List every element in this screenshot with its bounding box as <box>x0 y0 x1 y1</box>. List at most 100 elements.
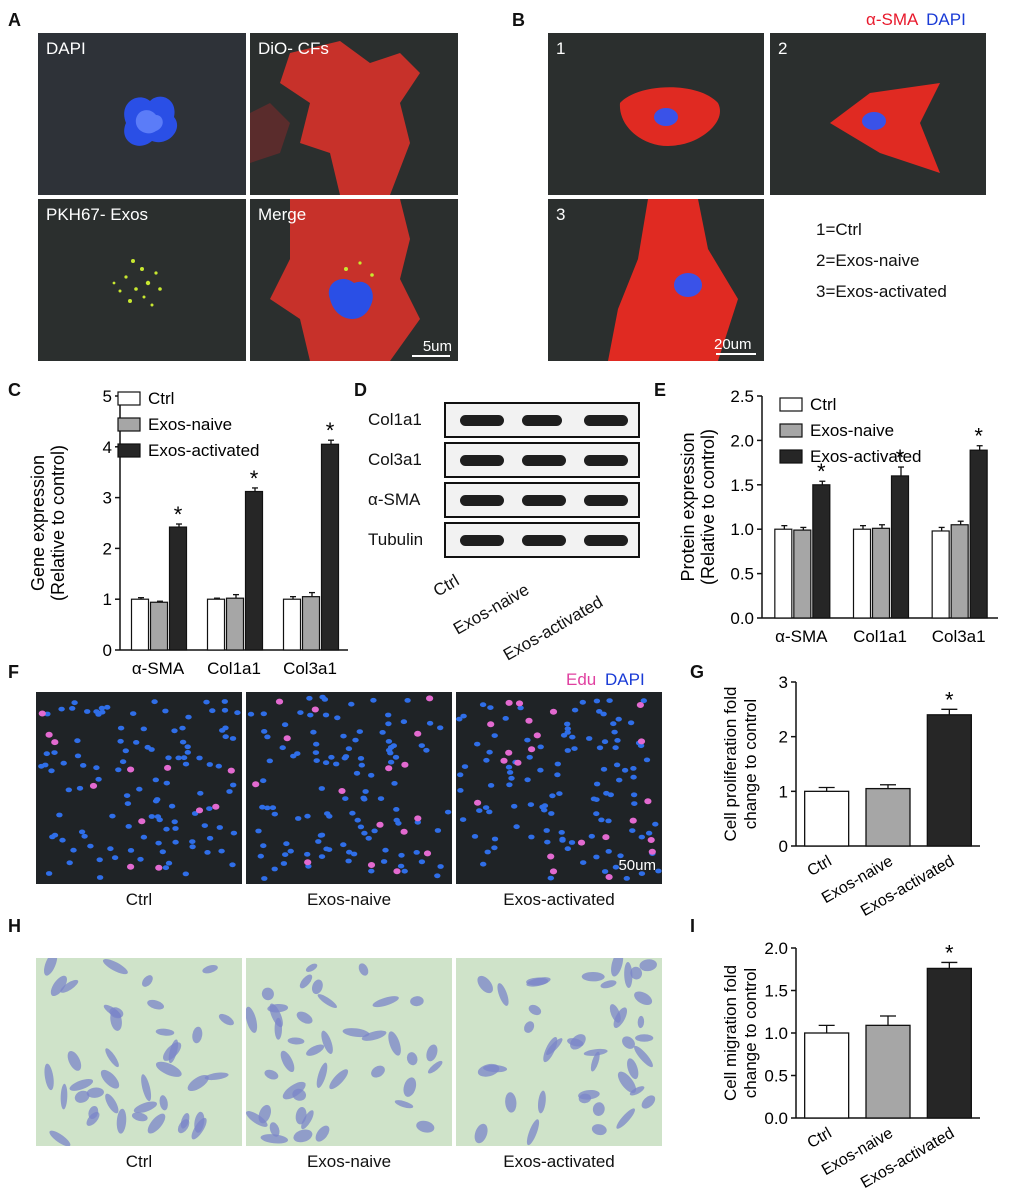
edu-nucleus <box>38 710 46 717</box>
dapi-nucleus <box>482 805 490 810</box>
dapi-nucleus <box>96 875 104 880</box>
chart-g: 0 1 2 3 Cell proliferation fold change to con… <box>721 673 980 920</box>
tile-label-3: 3 <box>556 205 566 224</box>
dapi-nucleus <box>487 783 495 788</box>
key-b: 1=Ctrl 2=Exos-naive 3=Exos-activated <box>816 214 947 307</box>
dapi-nucleus <box>350 851 358 857</box>
dapi-nucleus <box>353 770 361 776</box>
blot-row <box>444 402 640 438</box>
stained-cell <box>103 1004 122 1018</box>
significance-star: * <box>945 687 954 712</box>
dapi-nucleus <box>505 764 513 770</box>
micrograph-b2: 2 <box>770 33 986 195</box>
x-tick-label: Ctrl <box>805 1125 835 1152</box>
significance-star: * <box>945 940 954 965</box>
dapi-nucleus <box>123 793 131 798</box>
dapi-nucleus <box>313 758 320 763</box>
bar-exos-activated <box>969 449 988 619</box>
edu-nucleus <box>500 757 508 764</box>
edu-nucleus <box>636 702 644 708</box>
dapi-nucleus <box>221 699 228 704</box>
stained-cell <box>155 1028 175 1036</box>
dapi-nucleus <box>348 701 355 707</box>
significance-star: * <box>174 502 183 527</box>
dapi-nucleus <box>580 860 587 865</box>
bar-ctrl <box>931 530 950 619</box>
dapi-nucleus <box>189 839 196 844</box>
dapi-nucleus <box>162 708 169 714</box>
dapi-nucleus <box>569 734 576 740</box>
dapi-nucleus <box>182 761 190 767</box>
stained-cell <box>218 1013 234 1026</box>
dapi-nucleus <box>508 775 515 781</box>
dapi-nucleus <box>219 728 226 733</box>
dapi-nucleus <box>74 753 82 759</box>
bar-ctrl <box>130 598 150 651</box>
stained-cell <box>177 1119 190 1134</box>
dapi-nucleus <box>537 744 544 750</box>
dapi-nucleus <box>295 816 302 821</box>
dapi-nucleus <box>189 844 196 850</box>
chart-e: 0.0 0.5 1.0 1.5 2.0 2.5 Protein expression (Rel… <box>678 387 998 646</box>
caption-h-naive: Exos-naive <box>306 1152 392 1171</box>
dapi-nucleus <box>387 750 394 756</box>
dapi-nucleus <box>393 807 400 812</box>
y-tick-label: 1 <box>779 782 788 801</box>
edu-nucleus <box>602 834 610 841</box>
dapi-nucleus <box>206 762 213 767</box>
dapi-nucleus <box>423 747 430 753</box>
dapi-nucleus <box>218 848 225 854</box>
dapi-nucleus <box>51 750 58 755</box>
stained-cell <box>388 1031 401 1056</box>
dapi-nucleus <box>230 830 238 836</box>
dapi-nucleus <box>294 751 301 756</box>
stained-cell <box>260 1134 289 1144</box>
dapi-nucleus <box>137 856 144 862</box>
dapi-nucleus <box>638 871 646 876</box>
stained-cell <box>44 1063 54 1091</box>
dapi-nucleus <box>413 850 420 855</box>
dapi-nucleus <box>51 832 59 838</box>
dapi-nucleus <box>487 705 494 710</box>
dapi-nucleus <box>261 729 268 734</box>
bar-exos-naive <box>871 527 891 619</box>
stained-cell <box>141 1074 152 1102</box>
dapi-nucleus <box>611 729 618 735</box>
edu-nucleus <box>51 739 59 746</box>
y-axis-label: Protein expression <box>678 432 698 581</box>
stained-cell <box>133 1101 158 1114</box>
dapi-nucleus <box>610 721 617 727</box>
dapi-nucleus <box>266 758 273 764</box>
dapi-nucleus <box>370 697 377 703</box>
dapi-nucleus <box>480 861 487 867</box>
dapi-nucleus <box>437 864 444 869</box>
dapi-nucleus <box>312 750 320 755</box>
stained-cell <box>49 1130 71 1146</box>
dapi-nucleus <box>171 728 178 734</box>
dapi-nucleus <box>130 711 137 716</box>
dapi-nucleus <box>304 813 311 819</box>
blot-band <box>584 495 628 506</box>
stained-cell <box>86 1111 100 1126</box>
dapi-nucleus <box>517 705 524 711</box>
micrograph-f-activated: 50um <box>456 692 662 884</box>
bar-exos-naive <box>865 1024 911 1119</box>
legend-label: Ctrl <box>148 389 174 408</box>
stained-cell <box>427 1060 443 1074</box>
y-tick-label: 0.0 <box>764 1109 788 1128</box>
dapi-nucleus <box>93 709 100 714</box>
dapi-nucleus <box>341 755 348 761</box>
dapi-nucleus <box>397 863 405 869</box>
bar-exos-activated <box>168 526 188 651</box>
dapi-nucleus <box>461 764 469 769</box>
stained-cell <box>591 1124 607 1136</box>
stained-cell <box>634 1045 653 1068</box>
stained-cell <box>361 1030 387 1041</box>
y-axis-label: change to control <box>741 699 760 829</box>
dapi-nucleus <box>66 860 73 866</box>
dapi-nucleus <box>404 698 411 703</box>
dapi-nucleus <box>613 762 621 768</box>
edu-nucleus <box>283 735 291 742</box>
dapi-nucleus <box>81 833 88 839</box>
stained-cell <box>526 977 549 986</box>
